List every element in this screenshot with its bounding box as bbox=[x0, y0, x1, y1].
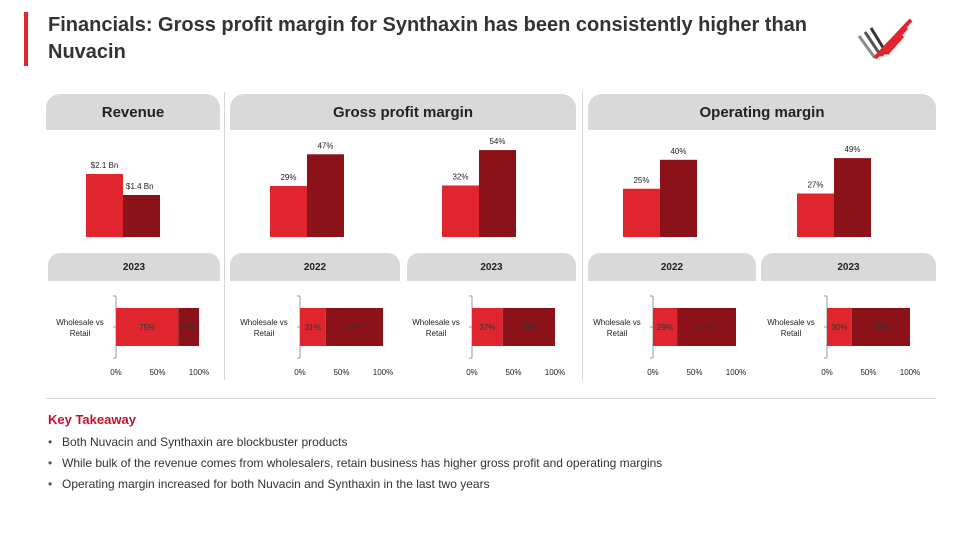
mix-opm-2023-segment-label-1: 30% bbox=[831, 323, 847, 332]
mix-opm-2023-segment-2 bbox=[851, 308, 910, 346]
gpm-2022-data-label-2: 47% bbox=[317, 141, 333, 150]
mix-opm-2022-row-label-line-2: Retail bbox=[607, 329, 628, 338]
gpm-2023-bar-1 bbox=[442, 185, 479, 237]
title-accent-bar bbox=[24, 12, 28, 66]
panel-header-operating-margin: Operating margin bbox=[588, 94, 936, 130]
mix-opm-2022-x-tick-label-2: 50% bbox=[686, 368, 702, 377]
mix-opm-2023-segment-label-2: 70% bbox=[873, 323, 889, 332]
revenue-2023-bar-2 bbox=[123, 195, 160, 237]
mix-opm-2023-x-tick-label-1: 0% bbox=[821, 368, 833, 377]
year-pill-gpm-2022: 2022 bbox=[230, 253, 400, 281]
mix-revenue-2023-x-tick-label-1: 0% bbox=[110, 368, 122, 377]
mix-gpm-2023-segment-2 bbox=[502, 308, 555, 346]
opm-2023-data-label-1: 27% bbox=[807, 181, 823, 190]
mix-revenue-2023-row-label-line-1: Wholesale vs bbox=[56, 318, 104, 327]
mix-gpm-2022-x-tick-label-3: 100% bbox=[373, 368, 393, 377]
mix-gpm-2023-x-tick-label-3: 100% bbox=[545, 368, 565, 377]
year-pill-revenue-2023: 2023 bbox=[48, 253, 220, 281]
mix-gpm-2023-x-tick-label-1: 0% bbox=[466, 368, 478, 377]
mix-revenue-2023-x-tick-label-2: 50% bbox=[149, 368, 165, 377]
divider-revenue-gross bbox=[224, 92, 225, 380]
mix-gpm-2023-segment-label-2: 63% bbox=[521, 323, 537, 332]
takeaway-bullet-3: Operating margin increased for both Nuva… bbox=[48, 474, 662, 495]
mix-gpm-2023-segment-1 bbox=[472, 308, 503, 346]
mix-opm-2023-segment-1 bbox=[827, 308, 852, 346]
mix-opm-2022-x-tick-label-1: 0% bbox=[647, 368, 659, 377]
mix-opm-2022-segment-1 bbox=[653, 308, 678, 346]
year-pill-opm-2023: 2023 bbox=[761, 253, 936, 281]
opm-2022-bar-2 bbox=[660, 159, 697, 237]
revenue-2023-bar-1 bbox=[86, 174, 123, 237]
year-pill-gpm-2023: 2023 bbox=[407, 253, 576, 281]
mix-gpm-2022-x-tick-label-1: 0% bbox=[294, 368, 306, 377]
mix-revenue-2023-x-tick-label-3: 100% bbox=[189, 368, 209, 377]
mix-opm-2023-row-label-line-2: Retail bbox=[781, 329, 802, 338]
mix-gpm-2022-segment-label-1: 31% bbox=[305, 323, 321, 332]
company-logo-icon bbox=[857, 18, 913, 60]
opm-2023-data-label-2: 49% bbox=[844, 145, 860, 154]
opm-2023-bar-1 bbox=[797, 193, 834, 237]
mix-opm-2023-x-tick-label-3: 100% bbox=[900, 368, 920, 377]
mix-gpm-2023-x-tick-label-2: 50% bbox=[505, 368, 521, 377]
year-pill-opm-2022: 2022 bbox=[588, 253, 756, 281]
mix-opm-2022-row-label-line-1: Wholesale vs bbox=[593, 318, 641, 327]
key-takeaway-list: Both Nuvacin and Synthaxin are blockbust… bbox=[48, 432, 662, 495]
mix-gpm-2022-segment-1 bbox=[300, 308, 326, 346]
panel-header-gross-profit-margin: Gross profit margin bbox=[230, 94, 576, 130]
mix-gpm-2023-row-label-line-2: Retail bbox=[426, 329, 447, 338]
mix-revenue-2023-segment-2 bbox=[178, 308, 199, 346]
mix-opm-2023-row-label-line-1: Wholesale vs bbox=[767, 318, 815, 327]
gpm-2023-data-label-2: 54% bbox=[489, 137, 505, 146]
revenue-2023-data-label-2: $1.4 Bn bbox=[126, 182, 154, 191]
mix-revenue-2023-segment-label-2: 25% bbox=[181, 323, 197, 332]
opm-2023-bar-2 bbox=[834, 158, 871, 237]
mix-revenue-2023-segment-label-1: 75% bbox=[139, 323, 155, 332]
mix-opm-2022-segment-2 bbox=[677, 308, 736, 346]
opm-2022-data-label-2: 40% bbox=[670, 147, 686, 156]
mix-gpm-2022-x-tick-label-2: 50% bbox=[333, 368, 349, 377]
takeaway-bullet-1: Both Nuvacin and Synthaxin are blockbust… bbox=[48, 432, 662, 453]
opm-2022-data-label-1: 25% bbox=[633, 176, 649, 185]
opm-2022-bar-1 bbox=[623, 188, 660, 237]
mix-gpm-2022-row-label-line-2: Retail bbox=[254, 329, 275, 338]
gpm-2023-data-label-1: 32% bbox=[452, 172, 468, 181]
gpm-2023-bar-2 bbox=[479, 150, 516, 237]
mix-opm-2022-segment-label-2: 71% bbox=[699, 323, 715, 332]
page-title: Financials: Gross profit margin for Synt… bbox=[48, 14, 808, 63]
gpm-2022-bar-1 bbox=[270, 185, 307, 237]
takeaway-bullet-2: While bulk of the revenue comes from who… bbox=[48, 453, 662, 474]
mix-opm-2022-x-tick-label-3: 100% bbox=[726, 368, 746, 377]
mix-gpm-2022-segment-label-2: 69% bbox=[346, 323, 362, 332]
gpm-2022-data-label-1: 29% bbox=[280, 173, 296, 182]
mix-revenue-2023-row-label-line-2: Retail bbox=[70, 329, 91, 338]
divider-gross-operating bbox=[582, 92, 583, 380]
mix-opm-2022-segment-label-1: 29% bbox=[657, 323, 673, 332]
mix-gpm-2022-row-label-line-1: Wholesale vs bbox=[240, 318, 288, 327]
mix-opm-2023-x-tick-label-2: 50% bbox=[860, 368, 876, 377]
mix-gpm-2022-segment-2 bbox=[325, 308, 383, 346]
gpm-2022-bar-2 bbox=[307, 154, 344, 237]
revenue-2023-data-label-1: $2.1 Bn bbox=[91, 161, 119, 170]
panel-header-revenue: Revenue bbox=[46, 94, 220, 130]
key-takeaway-title: Key Takeaway bbox=[48, 412, 136, 427]
divider-takeaway bbox=[46, 398, 936, 399]
mix-revenue-2023-segment-1 bbox=[116, 308, 179, 346]
mix-gpm-2023-segment-label-1: 37% bbox=[479, 323, 495, 332]
mix-gpm-2023-row-label-line-1: Wholesale vs bbox=[412, 318, 460, 327]
